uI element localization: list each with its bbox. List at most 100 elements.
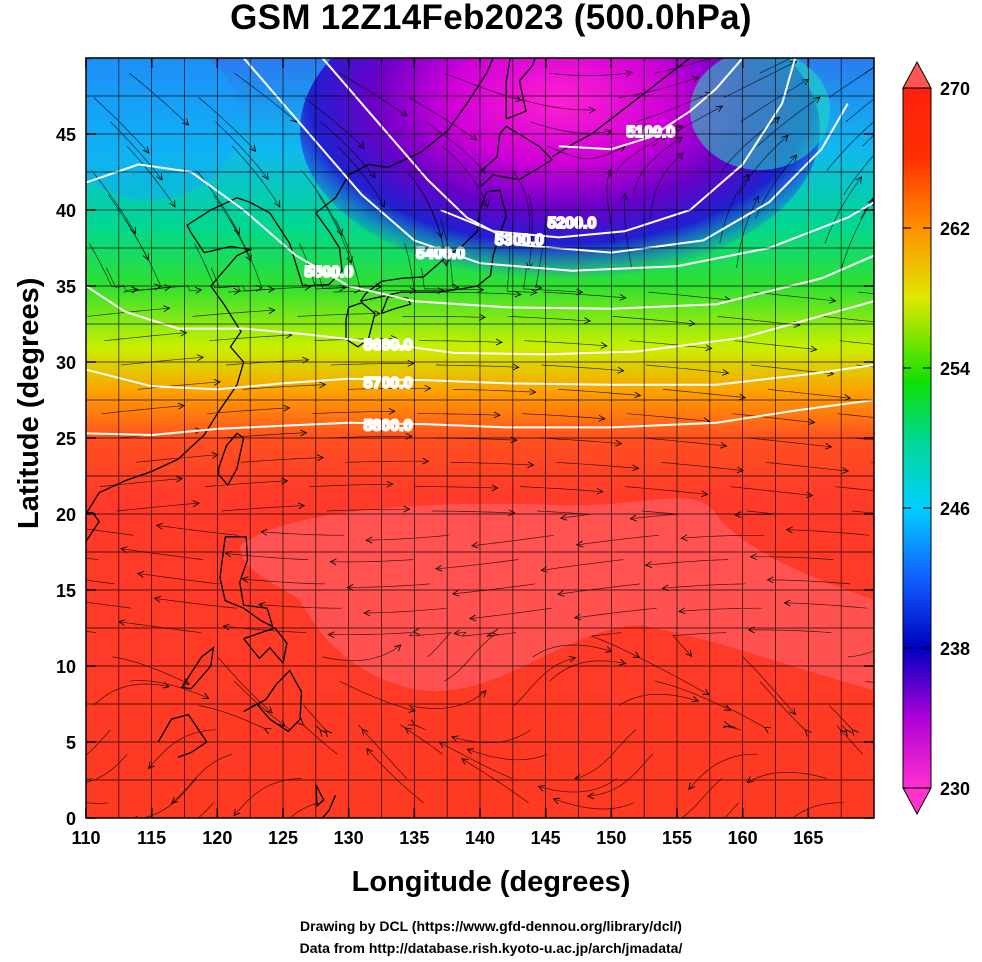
streamline xyxy=(258,604,342,609)
streamline xyxy=(646,364,729,374)
streamline-arrow xyxy=(734,511,742,518)
streamline xyxy=(541,364,624,372)
contour-label: 5200.0 xyxy=(547,215,596,232)
streamline-arrow xyxy=(262,172,269,180)
streamline-arrow xyxy=(386,480,394,488)
streamline-arrow xyxy=(408,706,417,713)
streamline xyxy=(858,291,874,295)
streamline-arrow xyxy=(889,54,896,60)
streamline-arrow xyxy=(526,262,533,270)
streamline-arrow xyxy=(493,411,501,419)
streamline xyxy=(444,72,522,101)
streamline-arrow xyxy=(319,381,327,389)
streamline-arrow xyxy=(482,200,490,209)
colorbar-min-arrow xyxy=(902,787,932,816)
streamline-arrow xyxy=(783,599,791,607)
contour-label: 5100.0 xyxy=(626,124,675,141)
streamline-arrow xyxy=(245,254,252,262)
x-axis-label: Longitude (degrees) xyxy=(351,866,631,898)
streamline xyxy=(207,407,290,415)
streamline xyxy=(402,316,486,318)
streamline xyxy=(852,510,874,514)
streamline xyxy=(86,601,132,609)
streamline xyxy=(524,340,607,347)
streamline-arrow xyxy=(329,558,337,566)
streamline-arrow xyxy=(789,707,796,716)
streamline xyxy=(648,291,731,301)
streamline xyxy=(297,313,381,317)
streamline xyxy=(679,607,762,612)
streamline xyxy=(316,267,382,289)
streamline xyxy=(862,134,874,147)
streamline-arrow xyxy=(233,227,240,236)
streamline-arrow xyxy=(263,728,272,735)
streamline-arrow xyxy=(436,231,444,239)
streamline xyxy=(637,656,710,696)
streamline xyxy=(91,170,136,234)
streamline-arrow xyxy=(346,584,354,591)
streamline xyxy=(759,680,806,731)
streamline xyxy=(826,121,874,171)
colorbar: 230 238 246 254 262 270 xyxy=(902,60,970,816)
streamline xyxy=(345,460,429,463)
streamline xyxy=(612,316,696,325)
streamline xyxy=(99,478,183,487)
streamline xyxy=(511,170,531,242)
streamline-arrow xyxy=(634,391,642,399)
streamline xyxy=(223,432,307,439)
streamline-arrow xyxy=(366,748,374,756)
streamline xyxy=(616,125,683,171)
streamline-arrow xyxy=(888,512,894,518)
streamline-arrow xyxy=(327,631,335,639)
streamline-arrow xyxy=(875,115,882,121)
streamline xyxy=(553,798,634,810)
streamline-arrow xyxy=(365,536,373,544)
streamline-arrow xyxy=(361,728,369,736)
streamline xyxy=(197,802,214,818)
streamline xyxy=(204,480,288,487)
coastline xyxy=(321,794,337,818)
streamline xyxy=(347,583,430,588)
streamline xyxy=(828,67,874,98)
streamline xyxy=(364,607,447,614)
streamline xyxy=(507,316,591,322)
streamline xyxy=(732,413,815,423)
streamline-arrow xyxy=(131,286,139,294)
coastline xyxy=(359,189,507,302)
streamline-arrow xyxy=(222,623,230,631)
contour-line xyxy=(321,58,849,254)
streamline xyxy=(421,267,484,291)
streamline-arrow xyxy=(774,830,780,837)
cold-patch-west xyxy=(86,58,240,200)
streamline-arrow xyxy=(461,758,469,765)
streamline-arrow xyxy=(736,466,745,474)
streamline xyxy=(854,437,874,441)
streamline-arrow xyxy=(600,342,608,349)
streamline-arrow xyxy=(357,141,365,150)
streamline xyxy=(198,705,265,729)
streamline xyxy=(792,802,844,818)
streamline-arrow xyxy=(491,484,499,492)
streamline xyxy=(835,486,874,491)
contour-line xyxy=(558,58,744,151)
streamline-arrow xyxy=(949,394,955,400)
coastline xyxy=(505,58,536,120)
streamline xyxy=(408,97,477,141)
streamline xyxy=(408,690,487,709)
streamline xyxy=(535,219,546,289)
streamline xyxy=(148,729,216,769)
streamline-arrow xyxy=(752,195,760,204)
streamline xyxy=(234,680,290,730)
streamline xyxy=(86,579,115,585)
wind-streamlines xyxy=(86,54,955,837)
streamline-arrow xyxy=(164,284,172,291)
streamline-arrow xyxy=(615,439,623,447)
streamline-arrow xyxy=(424,384,432,392)
y-axis-label: Latitude (degrees) xyxy=(13,277,45,529)
y-tick-label: 5 xyxy=(66,733,76,753)
streamline-arrow xyxy=(685,649,693,657)
streamline-arrow xyxy=(400,109,408,117)
streamline xyxy=(215,121,269,180)
streamline-arrow xyxy=(559,513,568,521)
colorbar-max-arrow xyxy=(902,60,932,89)
